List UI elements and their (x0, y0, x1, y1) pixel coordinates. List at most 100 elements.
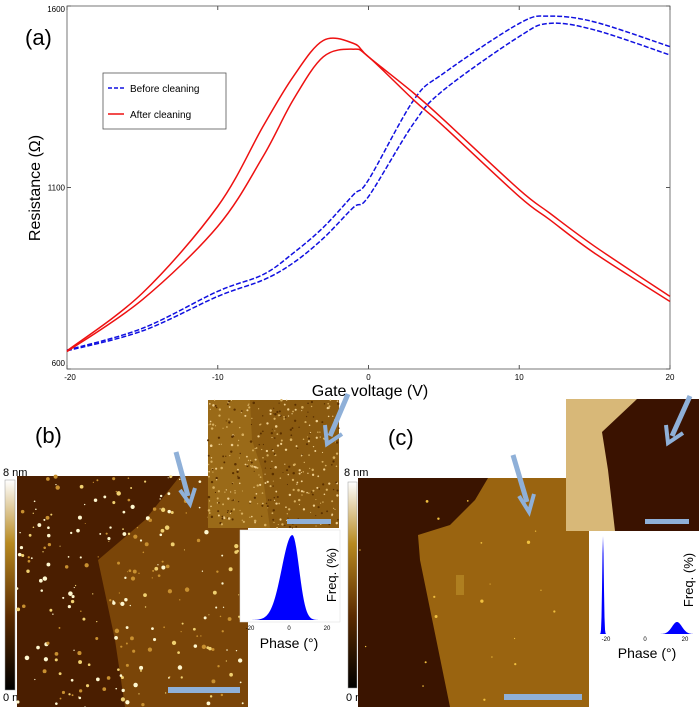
afm-speckle (170, 542, 175, 547)
afm-speckle (74, 584, 77, 587)
afm-speckle (320, 502, 322, 504)
afm-speckle (225, 489, 228, 491)
afm-speckle (262, 430, 264, 433)
afm-speckle (221, 517, 224, 520)
arrow-head-icon (664, 424, 685, 447)
afm-speckle (261, 448, 263, 451)
hist-ylabel: Freq. (%) (681, 553, 696, 607)
afm-speckle (107, 537, 111, 541)
arrow-icon (669, 394, 693, 438)
afm-speckle (293, 500, 296, 503)
afm-speckle (215, 478, 218, 481)
afm-speckle (287, 408, 290, 411)
afm-speckle (228, 400, 231, 403)
afm-speckle (364, 645, 367, 648)
afm-speckle (214, 491, 217, 494)
afm-speckle (42, 576, 48, 581)
afm-speckle (323, 403, 326, 405)
afm-speckle (283, 418, 285, 420)
afm-speckle (217, 665, 220, 668)
hist-tick: 0 (643, 637, 647, 643)
afm-speckle (224, 491, 226, 493)
afm-speckle (159, 498, 161, 500)
afm-speckle (125, 663, 129, 667)
afm-speckle (83, 503, 86, 506)
afm-speckle (55, 702, 58, 705)
afm-speckle (211, 679, 216, 684)
afm-speckle (53, 474, 58, 479)
afm-speckle (95, 637, 99, 641)
afm-speckle (227, 617, 232, 621)
afm-speckle (222, 455, 225, 458)
afm-speckle (295, 525, 298, 528)
afm-speckle (211, 468, 214, 471)
afm-speckle (298, 472, 301, 475)
afm-speckle (93, 498, 98, 502)
afm-speckle (274, 425, 278, 428)
afm-speckle (238, 426, 241, 429)
afm-speckle (280, 439, 283, 442)
afm-speckle (294, 408, 297, 411)
afm-speckle (290, 434, 293, 437)
afm-speckle (332, 460, 335, 463)
afm-speckle (252, 401, 256, 405)
afm-speckle (183, 549, 185, 551)
afm-speckle (144, 542, 149, 547)
afm-speckle (540, 589, 542, 591)
afm-speckle (179, 599, 181, 601)
afm-speckle (231, 518, 234, 521)
afm-speckle (214, 425, 217, 427)
x-tick-label: 0 (366, 373, 371, 382)
afm-speckle (287, 517, 289, 519)
x-tick-label: 20 (666, 373, 675, 382)
afm-speckle (222, 427, 224, 429)
histogram-bars (246, 535, 331, 620)
afm-speckle (26, 569, 30, 573)
afm-speckle (336, 489, 339, 492)
afm-speckle (265, 449, 269, 453)
afm-speckle (273, 413, 275, 415)
afm-speckle (260, 423, 262, 425)
afm-speckle (227, 517, 231, 520)
afm-speckle (306, 443, 309, 446)
afm-speckle (96, 677, 100, 682)
afm-speckle (237, 476, 241, 480)
afm-speckle (289, 428, 292, 431)
hist-tick: 20 (324, 626, 331, 632)
afm-speckle (337, 518, 339, 521)
afm-speckle (480, 599, 484, 603)
afm-speckle (238, 482, 241, 485)
afm-speckle (125, 700, 130, 705)
afm-speckle (217, 514, 220, 517)
afm-speckle (67, 556, 70, 558)
afm-speckle (337, 402, 340, 406)
afm-speckle (151, 577, 153, 579)
afm-speckle (238, 439, 240, 441)
afm-speckle (221, 582, 224, 585)
afm-speckle (434, 615, 438, 618)
afm-speckle (207, 439, 210, 442)
afm-speckle (249, 500, 252, 503)
afm-speckle (97, 556, 99, 558)
afm-speckle (261, 504, 264, 507)
afm-speckle (184, 587, 190, 592)
afm-speckle (331, 500, 334, 503)
afm-speckle (133, 682, 138, 688)
afm-speckle (269, 485, 272, 488)
afm-speckle (328, 407, 330, 409)
afm-speckle (284, 448, 288, 452)
afm-speckle (237, 500, 240, 503)
afm-speckle (227, 497, 230, 500)
arrow-head-icon (517, 493, 536, 517)
afm-speckle (22, 604, 26, 608)
afm-speckle (138, 572, 140, 575)
afm-speckle (232, 435, 235, 438)
afm-speckle (35, 508, 37, 510)
afm-speckle (257, 503, 259, 505)
afm-speckle (251, 417, 253, 420)
afm-speckle (85, 684, 90, 688)
afm-speckle (209, 408, 211, 410)
arrow-icon (173, 451, 191, 497)
curves (66, 15, 671, 353)
afm-speckle (64, 565, 69, 569)
